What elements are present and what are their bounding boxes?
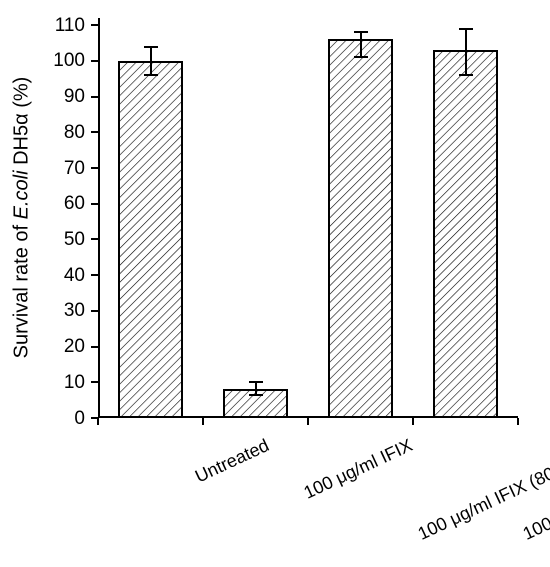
y-tick-mark [91,346,98,348]
error-bar [150,47,152,76]
x-tick-label: Untreated [192,435,273,487]
y-tick-label: 80 [41,122,85,144]
y-tick-mark [91,167,98,169]
error-bar-cap [144,46,158,48]
error-bar [360,32,362,57]
error-bar-cap [249,394,263,396]
y-tick-label: 50 [41,229,85,251]
bar-chart: Survival rate of E.coli DH5α (%) 0 10 20 30… [0,0,550,567]
x-tick-mark [202,418,204,425]
y-tick-label: 10 [41,372,85,394]
error-bar-cap [249,381,263,383]
y-axis-label: Survival rate of E.coli DH5α (%) [11,68,34,368]
y-tick-label: 40 [41,265,85,287]
x-tick-label: 100 μg/ml IFIX [301,435,416,504]
error-bar-cap [354,56,368,58]
y-tick-mark [91,131,98,133]
y-tick-mark [91,203,98,205]
y-tick-label: 100 [41,50,85,72]
y-tick-mark [91,310,98,312]
y-tick-label: 20 [41,336,85,358]
y-tick-mark [91,381,98,383]
x-tick-mark [517,418,519,425]
bar [328,39,393,418]
y-tick-mark [91,60,98,62]
error-bar-cap [354,31,368,33]
y-tick-label: 90 [41,86,85,108]
y-tick-label: 110 [41,15,85,37]
bar [433,50,498,418]
bar [118,61,183,418]
y-tick-label: 60 [41,193,85,215]
error-bar-cap [459,74,473,76]
y-tick-mark [91,274,98,276]
y-tick-label: 0 [41,408,85,430]
x-tick-mark [97,418,99,425]
x-tick-mark [412,418,414,425]
x-tick-mark [307,418,309,425]
y-tick-label: 70 [41,158,85,180]
error-bar-cap [459,28,473,30]
y-tick-mark [91,238,98,240]
y-tick-label: 30 [41,300,85,322]
y-tick-mark [91,96,98,98]
error-bar-cap [144,74,158,76]
error-bar [465,29,467,75]
y-tick-mark [91,24,98,26]
